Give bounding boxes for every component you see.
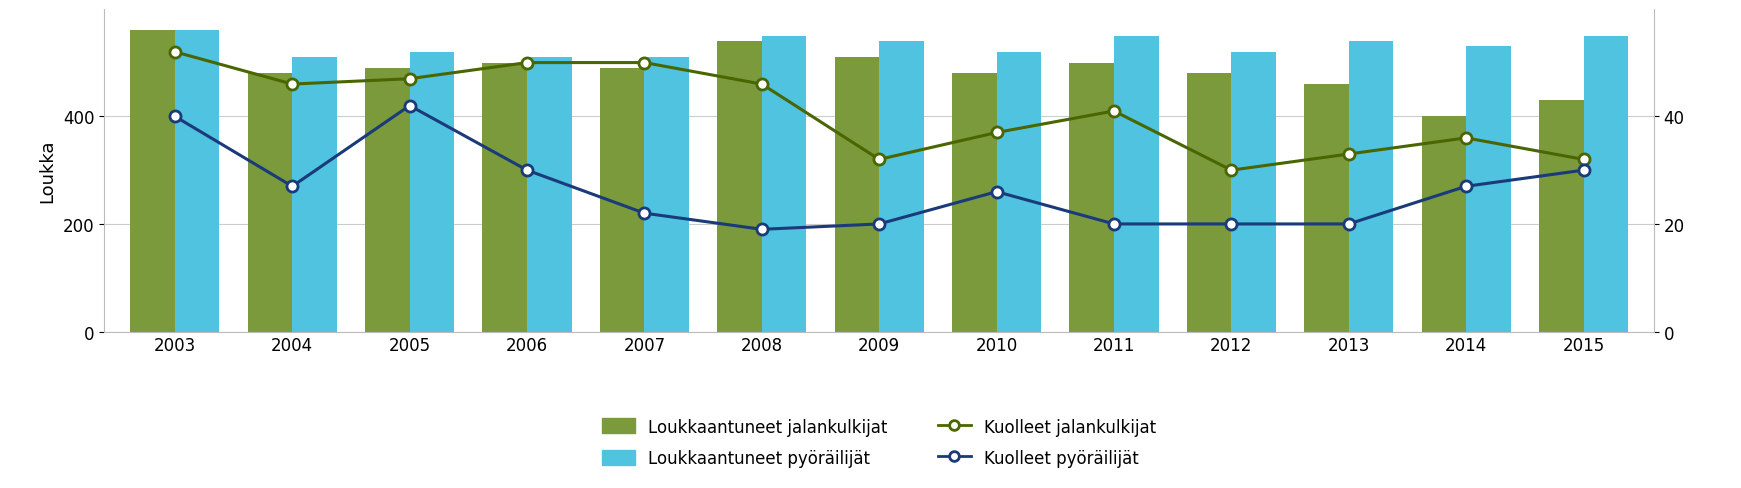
- Bar: [834, 58, 879, 332]
- Bar: [952, 74, 996, 332]
- Bar: [879, 42, 924, 332]
- Bar: [409, 53, 454, 332]
- Bar: [601, 69, 644, 332]
- Bar: [996, 53, 1041, 332]
- Legend: Loukkaantuneet jalankulkijat, Loukkaantuneet pyöräilijät, Kuolleet jalankulkijat: Loukkaantuneet jalankulkijat, Loukkaantu…: [595, 411, 1163, 473]
- Bar: [1539, 101, 1584, 332]
- Bar: [131, 31, 174, 332]
- Bar: [482, 63, 528, 332]
- Bar: [717, 42, 763, 332]
- Bar: [1466, 47, 1511, 332]
- Bar: [366, 69, 409, 332]
- Bar: [763, 37, 806, 332]
- Bar: [1349, 42, 1393, 332]
- Bar: [1304, 85, 1349, 332]
- Bar: [1584, 37, 1628, 332]
- Bar: [1421, 117, 1466, 332]
- Bar: [247, 74, 292, 332]
- Y-axis label: Loukka: Loukka: [38, 139, 56, 203]
- Bar: [1069, 63, 1114, 332]
- Bar: [1187, 74, 1231, 332]
- Bar: [528, 58, 571, 332]
- Bar: [174, 31, 219, 332]
- Bar: [1114, 37, 1158, 332]
- Bar: [292, 58, 336, 332]
- Bar: [644, 58, 689, 332]
- Bar: [1231, 53, 1276, 332]
